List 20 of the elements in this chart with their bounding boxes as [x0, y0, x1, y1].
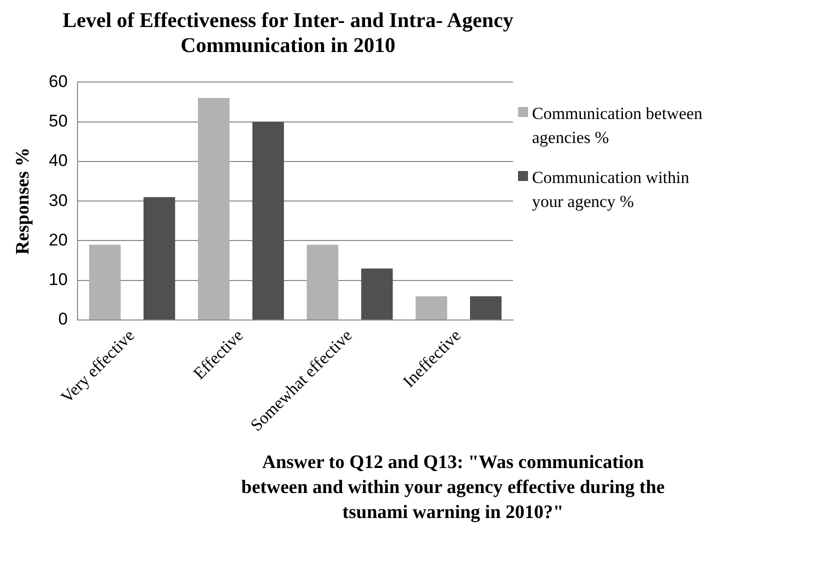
- bar: [198, 98, 230, 320]
- bar: [306, 244, 338, 320]
- y-tick-label: 20: [48, 230, 68, 250]
- legend-label: Communication between agencies %: [532, 103, 704, 149]
- y-tick-label: 40: [48, 151, 68, 170]
- bar: [361, 268, 393, 320]
- y-tick-label: 0: [58, 310, 68, 329]
- bar: [89, 244, 121, 320]
- bar: [470, 296, 502, 320]
- y-tick-label: 30: [48, 190, 68, 210]
- legend-label: Communication within your agency %: [532, 167, 690, 213]
- y-tick-label: 60: [48, 72, 68, 91]
- chart-title: Level of Effectiveness for Inter- and Intra- Agency Communication in 2010: [62, 8, 514, 58]
- bar: [144, 197, 176, 320]
- bar: [416, 296, 448, 320]
- y-axis-title: Responses %: [12, 148, 34, 255]
- text: Answer to Q12 and Q13: "Was communication between and within your agency effective during the tsunami warning in 2010?": [240, 451, 666, 525]
- bar: [252, 122, 284, 320]
- y-tick-label: 10: [48, 270, 68, 290]
- y-tick-label: 50: [48, 112, 68, 131]
